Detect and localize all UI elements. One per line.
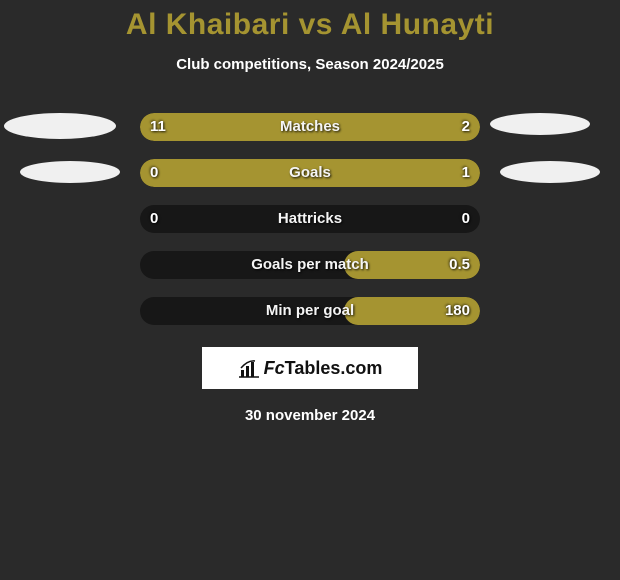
stat-label: Min per goal (140, 297, 480, 325)
value-right: 2 (462, 113, 470, 141)
page-title: Al Khaibari vs Al Hunayti (126, 8, 494, 42)
stat-label: Goals per match (140, 251, 480, 279)
brand-tables: Tables.com (285, 358, 383, 378)
stat-row: 0Goals1 (0, 159, 620, 187)
stat-row: 0Hattricks0 (0, 205, 620, 233)
stat-label: Goals (140, 159, 480, 187)
brand-fc: Fc (264, 358, 285, 378)
stat-label: Hattricks (140, 205, 480, 233)
stat-row: Goals per match0.5 (0, 251, 620, 279)
value-right: 180 (445, 297, 470, 325)
bar-chart-icon (238, 358, 260, 378)
brand-logo-box: FcTables.com (202, 347, 418, 389)
comparison-chart: 11Matches20Goals10Hattricks0Goals per ma… (0, 113, 620, 343)
date-line: 30 november 2024 (245, 407, 375, 424)
value-right: 1 (462, 159, 470, 187)
season-subtitle: Club competitions, Season 2024/2025 (176, 56, 444, 73)
stat-row: Min per goal180 (0, 297, 620, 325)
brand-text: FcTables.com (264, 358, 383, 379)
stat-label: Matches (140, 113, 480, 141)
value-right: 0 (462, 205, 470, 233)
stat-row: 11Matches2 (0, 113, 620, 141)
value-right: 0.5 (449, 251, 470, 279)
